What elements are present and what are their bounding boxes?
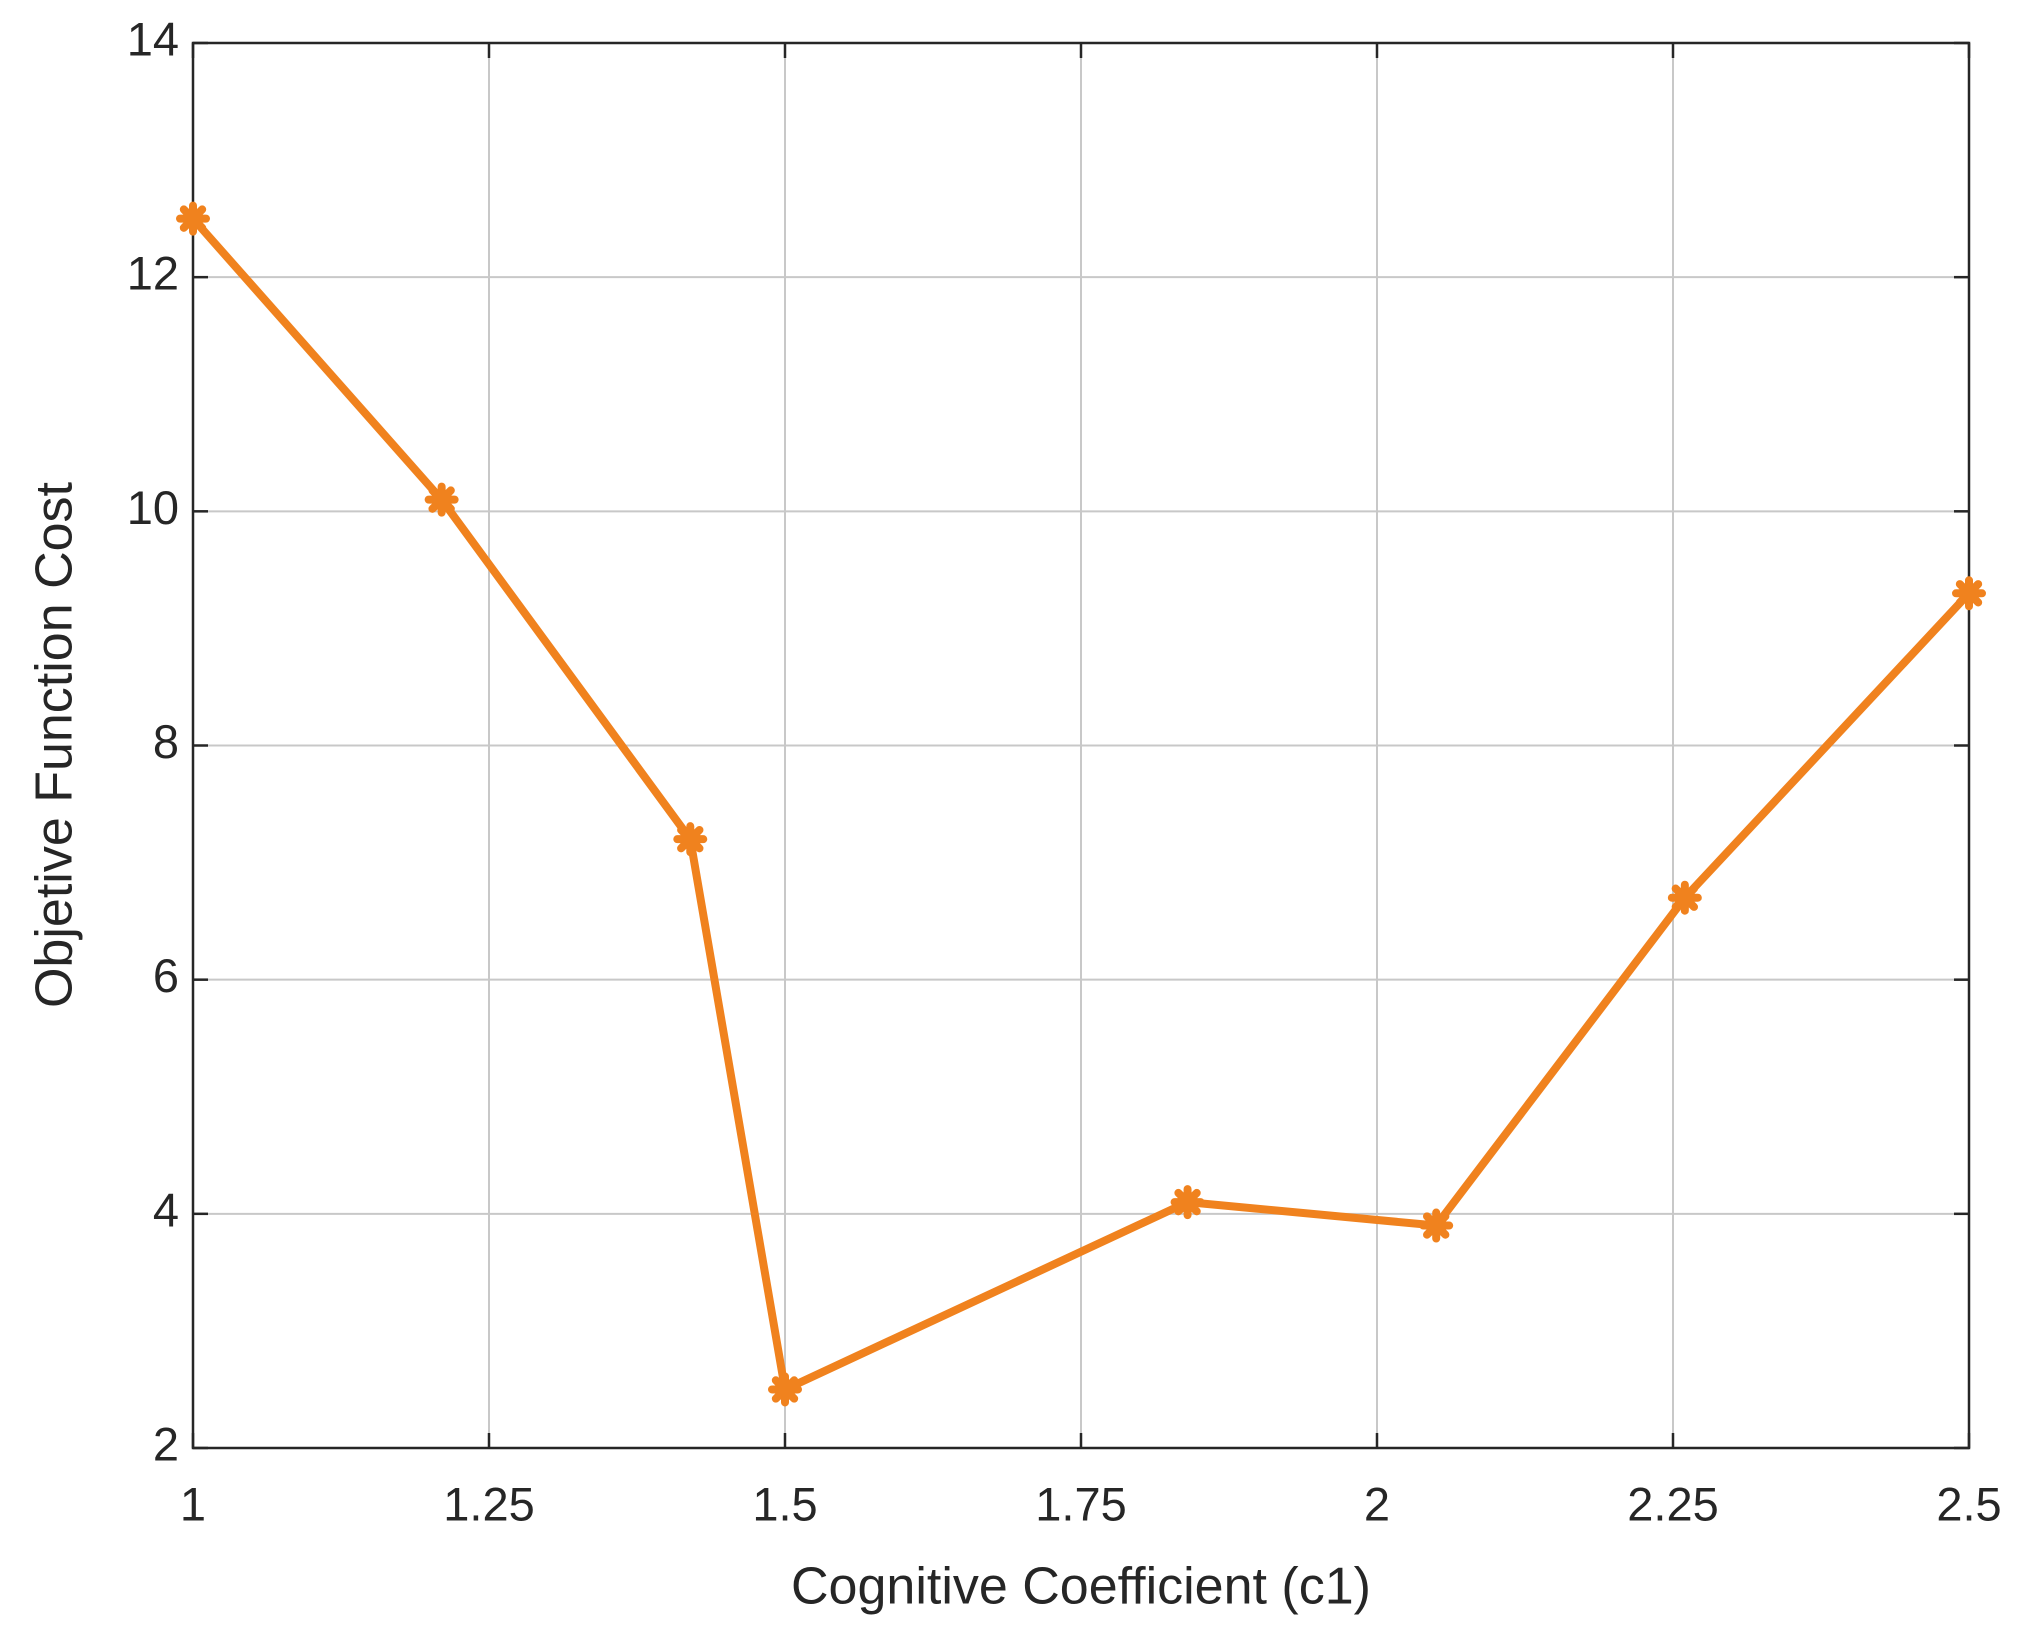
x-tick-label: 1.25 — [443, 1477, 534, 1530]
axes-box — [191, 41, 1971, 1450]
line — [190, 215, 1972, 1394]
marker — [1419, 1208, 1454, 1243]
marker — [424, 482, 459, 517]
marker — [673, 822, 708, 857]
x-axis-label: Cognitive Coefficient (c1) — [791, 1558, 1371, 1616]
x-tick-label: 2.25 — [1627, 1477, 1718, 1530]
y-tick-label: 8 — [153, 715, 179, 768]
marker — [1952, 576, 1986, 611]
y-axis-label: Objetive Function Cost — [26, 481, 84, 1008]
x-tick-label: 1 — [180, 1477, 206, 1530]
y-tick-label: 14 — [127, 12, 179, 65]
marker — [1170, 1185, 1205, 1220]
marker — [1667, 880, 1702, 915]
y-tick-label: 2 — [153, 1417, 179, 1470]
y-tick-label: 12 — [127, 247, 179, 300]
x-tick-label: 1.5 — [752, 1477, 817, 1530]
marker — [176, 201, 210, 236]
x-tick-label: 2 — [1364, 1477, 1390, 1530]
x-tick-label: 2.5 — [1936, 1477, 2001, 1530]
x-tick-label: 1.75 — [1035, 1477, 1126, 1530]
y-tick-label: 10 — [127, 481, 179, 534]
marker — [768, 1372, 802, 1407]
y-tick-label: 6 — [153, 949, 179, 1002]
y-tick-label: 4 — [153, 1183, 179, 1236]
